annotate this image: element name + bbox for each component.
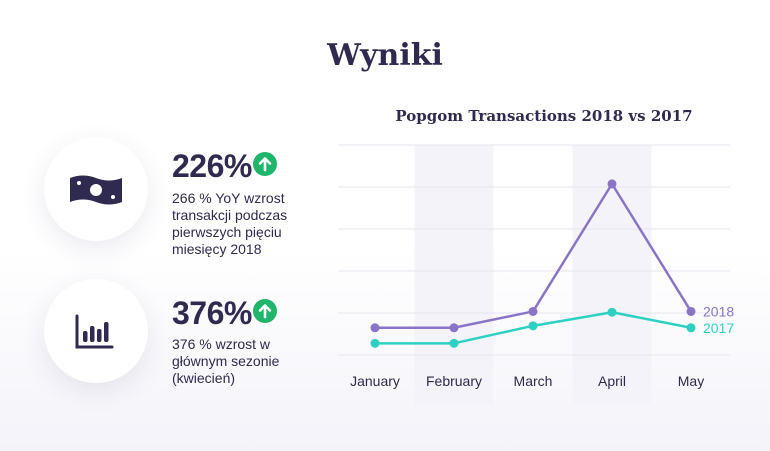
chart-title: Popgom Transactions 2018 vs 2017 <box>395 107 693 125</box>
data-point-2017 <box>370 338 380 348</box>
x-tick-label: March <box>514 373 553 389</box>
data-point-2018 <box>528 306 538 316</box>
x-tick-label: January <box>350 373 400 389</box>
data-point-2017 <box>607 307 617 317</box>
arrow-up-icon <box>253 152 277 176</box>
data-point-2018 <box>370 323 380 333</box>
data-point-2017 <box>449 338 459 348</box>
data-point-2017 <box>686 323 696 333</box>
stat-description-2: 376 % wzrost w głównym sezonie (kwiecień… <box>172 336 280 386</box>
data-point-2018 <box>686 306 696 316</box>
arrow-up-icon <box>253 299 277 323</box>
money-icon <box>70 175 122 205</box>
stat-description-1: 266 % YoY wzrost transakcji podczas pier… <box>172 190 288 257</box>
x-tick-label: May <box>678 373 704 389</box>
money-icon-circle <box>44 137 148 241</box>
series-label-2017: 2017 <box>703 320 734 336</box>
bar-chart-icon-circle <box>44 279 148 383</box>
page-title: Wyniki <box>327 38 443 73</box>
x-tick-label: April <box>598 373 626 389</box>
column-band <box>414 145 494 405</box>
stat-value-1: 226% <box>172 148 252 184</box>
data-point-2018 <box>607 179 617 189</box>
x-tick-label: February <box>426 373 482 389</box>
stat-value-2: 376% <box>172 295 252 331</box>
data-point-2017 <box>528 321 538 331</box>
data-point-2018 <box>449 323 459 333</box>
series-label-2018: 2018 <box>703 303 734 319</box>
bar-chart-icon <box>75 314 114 349</box>
